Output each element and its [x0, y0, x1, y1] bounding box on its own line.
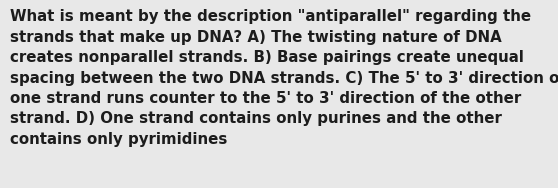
Text: What is meant by the description "antiparallel" regarding the
strands that make : What is meant by the description "antipa…: [10, 9, 558, 147]
